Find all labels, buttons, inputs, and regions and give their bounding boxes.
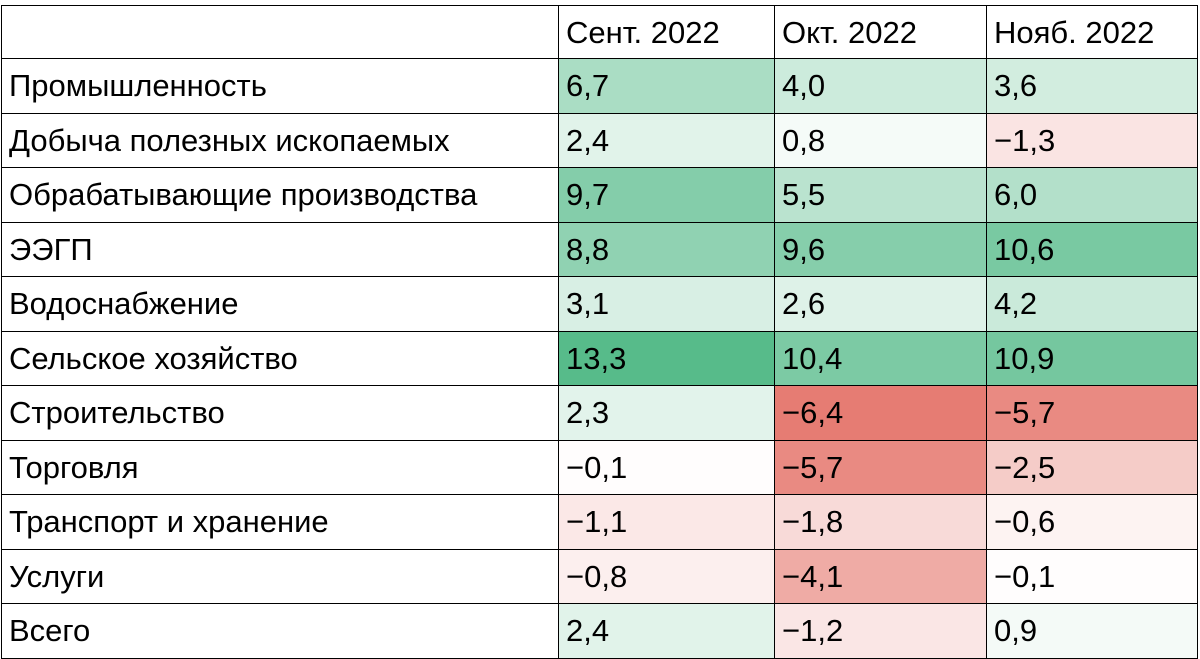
row-label: Добыча полезных ископаемых: [1, 112, 559, 168]
heatmap-cell: −5,7: [986, 385, 1198, 441]
row-label: Промышленность: [1, 58, 559, 114]
heatmap-cell: 3,6: [986, 58, 1198, 114]
heatmap-cell: −6,4: [774, 385, 987, 441]
row-label: Обрабатывающие производства: [1, 167, 559, 223]
heatmap-cell: −0,8: [558, 548, 775, 604]
header-corner-cell: [1, 5, 559, 59]
heatmap-cell: −0,6: [986, 494, 1198, 550]
heatmap-cell: 2,3: [558, 385, 775, 441]
heatmap-cell: 3,1: [558, 276, 775, 332]
heatmap-cell: 10,9: [986, 330, 1198, 386]
column-header: Окт. 2022: [774, 5, 987, 59]
heatmap-cell: −1,2: [774, 603, 987, 659]
heatmap-cell: 2,4: [558, 603, 775, 659]
heatmap-cell: 9,6: [774, 221, 987, 277]
row-label: Строительство: [1, 385, 559, 441]
row-label: Сельское хозяйство: [1, 330, 559, 386]
header-row: Сент. 2022 Окт. 2022 Нояб. 2022: [1, 5, 1198, 59]
heatmap-cell: −4,1: [774, 548, 987, 604]
heatmap-cell: 10,6: [986, 221, 1198, 277]
heatmap-cell: −0,1: [558, 439, 775, 495]
heatmap-cell: −2,5: [986, 439, 1198, 495]
heatmap-cell: 2,6: [774, 276, 987, 332]
heatmap-cell: −1,1: [558, 494, 775, 550]
table-row: ЭЭГП 8,8 9,6 10,6: [1, 221, 1198, 277]
heatmap-table: Сент. 2022 Окт. 2022 Нояб. 2022 Промышле…: [1, 5, 1198, 659]
row-label: Услуги: [1, 548, 559, 604]
table-row: Промышленность 6,7 4,0 3,6: [1, 58, 1198, 114]
heatmap-cell: −0,1: [986, 548, 1198, 604]
row-label: Всего: [1, 603, 559, 659]
heatmap-cell: −5,7: [774, 439, 987, 495]
heatmap-cell: 13,3: [558, 330, 775, 386]
table-row: Всего 2,4 −1,2 0,9: [1, 603, 1198, 659]
heatmap-cell: 6,7: [558, 58, 775, 114]
row-label: Торговля: [1, 439, 559, 495]
column-header: Сент. 2022: [558, 5, 775, 59]
heatmap-cell: 9,7: [558, 167, 775, 223]
heatmap-cell: 4,2: [986, 276, 1198, 332]
heatmap-body: Промышленность 6,7 4,0 3,6 Добыча полезных и…: [1, 58, 1198, 659]
table-row: Строительство 2,3 −6,4 −5,7: [1, 385, 1198, 441]
table-row: Водоснабжение 3,1 2,6 4,2: [1, 276, 1198, 332]
table-row: Транспорт и хранение −1,1 −1,8 −0,6: [1, 494, 1198, 550]
row-label: Водоснабжение: [1, 276, 559, 332]
table-row: Сельское хозяйство 13,3 10,4 10,9: [1, 330, 1198, 386]
table-row: Торговля −0,1 −5,7 −2,5: [1, 439, 1198, 495]
row-label: ЭЭГП: [1, 221, 559, 277]
heatmap-cell: 0,9: [986, 603, 1198, 659]
table-row: Услуги −0,8 −4,1 −0,1: [1, 548, 1198, 604]
heatmap-cell: 10,4: [774, 330, 987, 386]
heatmap-cell: 5,5: [774, 167, 987, 223]
heatmap-cell: 4,0: [774, 58, 987, 114]
heatmap-cell: 8,8: [558, 221, 775, 277]
table-row: Добыча полезных ископаемых 2,4 0,8 −1,3: [1, 112, 1198, 168]
heatmap-cell: 6,0: [986, 167, 1198, 223]
table-row: Обрабатывающие производства 9,7 5,5 6,0: [1, 167, 1198, 223]
heatmap-cell: −1,3: [986, 112, 1198, 168]
heatmap-cell: 2,4: [558, 112, 775, 168]
column-header: Нояб. 2022: [986, 5, 1198, 59]
heatmap-cell: 0,8: [774, 112, 987, 168]
row-label: Транспорт и хранение: [1, 494, 559, 550]
heatmap-cell: −1,8: [774, 494, 987, 550]
